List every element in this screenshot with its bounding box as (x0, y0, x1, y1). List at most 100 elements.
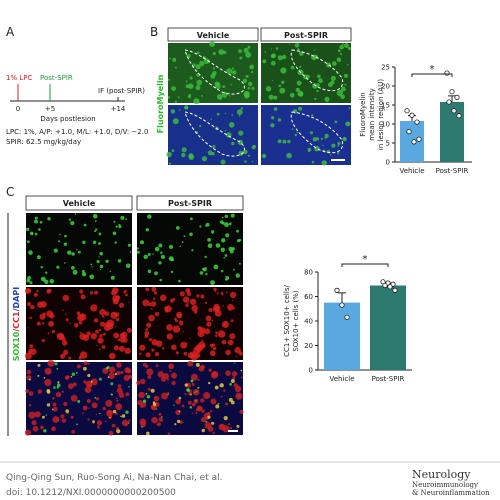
cell (205, 315, 212, 322)
cell (92, 240, 97, 244)
cell (124, 347, 131, 355)
cell (173, 404, 175, 406)
cell (110, 275, 115, 280)
cell (213, 346, 217, 351)
cell (228, 122, 235, 128)
cell (52, 416, 60, 423)
cell (152, 253, 154, 255)
cell (58, 240, 61, 243)
cell (97, 337, 104, 344)
cell (79, 331, 82, 334)
cell (86, 399, 91, 403)
cell (206, 321, 212, 327)
cell (125, 392, 130, 397)
cell (125, 218, 128, 221)
cell (289, 92, 295, 98)
cell (154, 311, 160, 317)
cell (234, 362, 236, 364)
cell (176, 419, 181, 424)
cell (191, 412, 194, 415)
cell (253, 144, 256, 148)
cell (120, 415, 122, 418)
cell (203, 58, 210, 64)
cell (227, 304, 234, 311)
cell (207, 238, 212, 242)
cell (140, 422, 146, 428)
cell (222, 294, 224, 296)
cell (78, 250, 81, 254)
cell (190, 379, 194, 383)
cell (111, 290, 117, 296)
cell (277, 139, 282, 144)
cell (91, 402, 98, 409)
cell (98, 242, 101, 245)
cell (236, 239, 240, 243)
cell (251, 160, 254, 163)
cell (193, 310, 198, 314)
x-tick-label: Post-SPIR (372, 375, 405, 383)
cell (139, 352, 142, 355)
cell (121, 331, 128, 339)
cell (29, 281, 33, 285)
cell (175, 398, 182, 405)
cell (171, 344, 177, 351)
cell (291, 128, 294, 131)
cell (46, 403, 51, 407)
cell (185, 303, 189, 307)
cell (169, 57, 171, 60)
cell (115, 225, 118, 228)
cell (196, 294, 200, 298)
cell (232, 376, 236, 380)
cell (42, 415, 45, 419)
cell (148, 314, 155, 322)
cell (81, 269, 85, 273)
cell (60, 414, 65, 419)
data-point (406, 129, 412, 135)
cell (242, 78, 248, 84)
significance: * (430, 64, 435, 75)
cell (140, 402, 147, 408)
cell (144, 334, 149, 339)
cell (161, 392, 169, 400)
cell (317, 74, 321, 79)
cell (247, 154, 250, 157)
cell (125, 263, 131, 269)
cell (153, 297, 156, 300)
cell (238, 262, 241, 265)
cell (69, 322, 71, 324)
cell (70, 221, 75, 226)
cell (24, 352, 32, 360)
authors: Qing-Qing Sun, Ruo-Song Ai, Na-Nan Chai,… (6, 473, 222, 483)
cell (147, 269, 152, 274)
data-point (382, 282, 388, 289)
cell (29, 344, 34, 349)
cell (99, 348, 101, 351)
cell (126, 327, 133, 333)
cell (64, 234, 67, 238)
cell (287, 139, 291, 144)
cell (324, 133, 329, 138)
cell (178, 320, 184, 325)
cell (343, 73, 349, 78)
cell (99, 334, 103, 338)
cell (220, 247, 225, 252)
cell (179, 291, 185, 297)
cell (328, 82, 333, 88)
cell (172, 118, 179, 125)
cell (100, 268, 102, 270)
cell (65, 313, 67, 316)
cell (47, 359, 55, 367)
cell (247, 86, 251, 90)
cell (98, 328, 102, 332)
cell (183, 351, 188, 356)
cell (207, 150, 213, 156)
cell (151, 286, 157, 292)
cell (181, 404, 185, 408)
cell (247, 45, 251, 49)
cell (63, 242, 68, 246)
cell (336, 57, 342, 62)
cell (117, 259, 122, 263)
cell (270, 54, 275, 59)
cell (90, 380, 93, 383)
cell (207, 243, 213, 248)
